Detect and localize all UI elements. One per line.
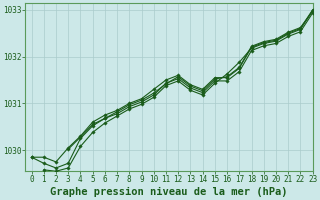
X-axis label: Graphe pression niveau de la mer (hPa): Graphe pression niveau de la mer (hPa) xyxy=(50,187,288,197)
